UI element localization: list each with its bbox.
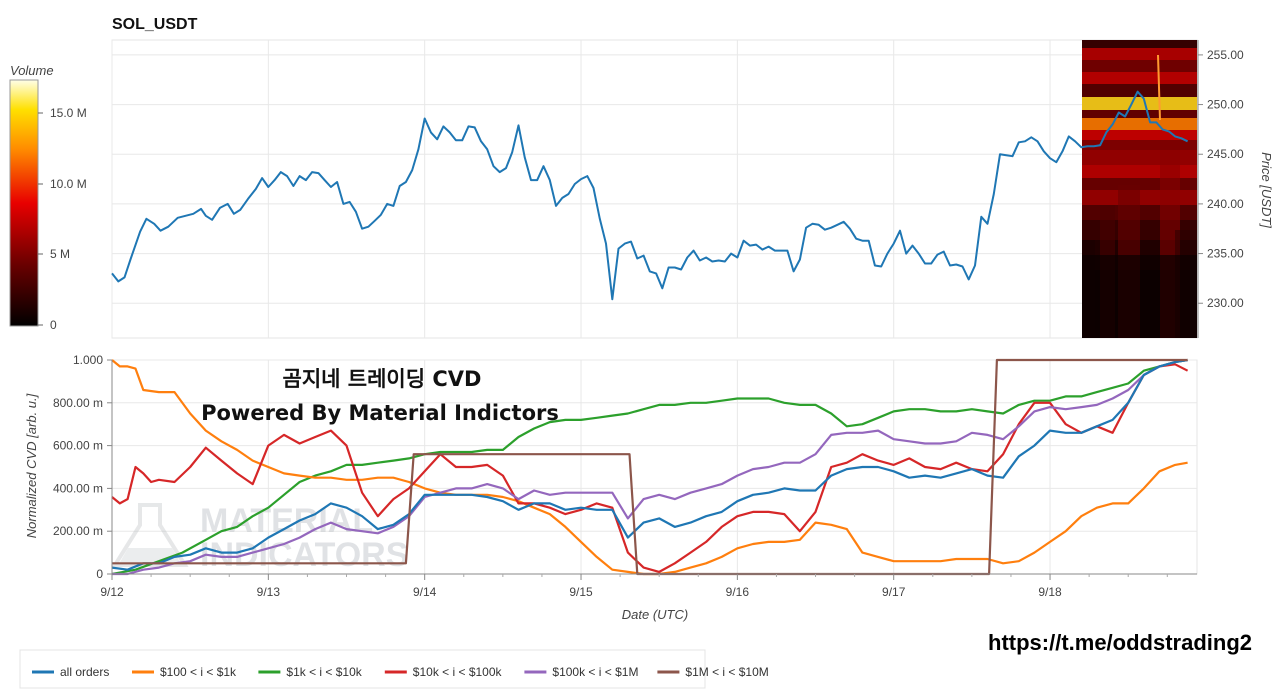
legend-item[interactable]: $10k < i < $100k — [384, 665, 503, 679]
cvd-series-1k-i-10k — [111, 358, 1188, 576]
price-tick-label: 235.00 — [1207, 247, 1244, 261]
cvd-plot-area — [111, 359, 1198, 575]
price-grid — [111, 39, 1198, 339]
legend-label: $1M < i < $10M — [685, 665, 768, 679]
cvd-tick-label: 200.00 m — [53, 524, 103, 538]
colorbar — [9, 79, 39, 327]
heatmap-band — [1082, 72, 1197, 84]
heatmap-band — [1082, 130, 1197, 140]
cvd-series-all-orders — [111, 358, 1188, 571]
legend: all orders $100 < i < $1k $1k < i < $10k $1… — [32, 665, 769, 679]
cvd-tick-label: 1.000 — [73, 353, 103, 367]
cvd-x-tick-label: 9/14 — [413, 585, 437, 599]
legend-label: $100 < i < $1k — [160, 665, 237, 679]
colorbar-tick-label: 15.0 M — [50, 106, 87, 120]
heatmap-streak — [1157, 54, 1161, 121]
legend-item[interactable]: $100 < i < $1k — [132, 665, 237, 679]
watermark-line2: INDICATORS — [200, 536, 408, 574]
heatmap-band — [1082, 60, 1197, 72]
heatmap-band — [1082, 110, 1197, 118]
legend-item[interactable]: all orders — [32, 665, 109, 679]
colorbar-tick-label: 5 M — [50, 247, 70, 261]
cvd-tick-label: 0 — [96, 567, 103, 581]
cvd-series-1m-i-10m — [112, 358, 1188, 576]
cvd-tick-label: 800.00 m — [53, 396, 103, 410]
telegram-link[interactable]: https://t.me/oddstrading2 — [988, 630, 1252, 655]
colorbar-ticks: 0 5 M 10.0 M 15.0 M — [38, 106, 87, 332]
price-tick-label: 230.00 — [1207, 296, 1244, 310]
watermark: MATERIAL INDICATORS — [111, 502, 408, 574]
price-tick-label: 240.00 — [1207, 197, 1244, 211]
heatmap-band — [1082, 40, 1197, 48]
heatmap-band — [1082, 84, 1197, 97]
overlay-title: 곰지네 트레이딩 CVD — [283, 367, 482, 391]
price-tick-label: 245.00 — [1207, 147, 1244, 161]
price-y-ticks: 230.00 235.00 240.00 245.00 250.00 255.00 — [1197, 40, 1244, 338]
price-line — [111, 90, 1189, 301]
cvd-x-axis-label: Date (UTC) — [622, 607, 688, 622]
legend-label: $10k < i < $100k — [413, 665, 503, 679]
cvd-x-tick-label: 9/12 — [100, 585, 124, 599]
overlay-subtitle: Powered By Material Indictors — [201, 401, 559, 425]
cvd-x-ticks: 9/12 9/13 9/14 9/15 9/16 9/17 9/18 — [100, 573, 1197, 599]
heatmap-band — [1082, 118, 1197, 130]
colorbar-tick-label: 0 — [50, 318, 57, 332]
colorbar-label: Volume — [10, 63, 54, 78]
cvd-x-tick-label: 9/16 — [726, 585, 750, 599]
legend-box — [19, 649, 706, 689]
cvd-y-axis-label: Normalized CVD [arb. u.] — [24, 393, 39, 538]
legend-item[interactable]: $1M < i < $10M — [657, 665, 769, 679]
price-tick-label: 255.00 — [1207, 48, 1244, 62]
price-plot-area — [111, 39, 1198, 339]
price-chart-title: SOL_USDT — [112, 16, 198, 33]
heatmap-dark — [1082, 255, 1197, 338]
heatmap-band — [1082, 48, 1197, 60]
cvd-tick-label: 400.00 m — [53, 481, 103, 495]
watermark-line1: MATERIAL — [200, 502, 373, 540]
heatmap-band — [1082, 97, 1197, 110]
cvd-tick-label: 600.00 m — [53, 439, 103, 453]
legend-item[interactable]: $1k < i < $10k — [258, 665, 363, 679]
legend-label: $100k < i < $1M — [552, 665, 638, 679]
cvd-x-tick-label: 9/18 — [1038, 585, 1062, 599]
colorbar-tick-label: 10.0 M — [50, 177, 87, 191]
cvd-x-tick-label: 9/13 — [257, 585, 281, 599]
legend-item[interactable]: $100k < i < $1M — [524, 665, 638, 679]
cvd-series-10k-i-100k — [111, 363, 1189, 574]
legend-label: all orders — [60, 665, 109, 679]
cvd-x-tick-label: 9/17 — [882, 585, 906, 599]
price-series-line — [111, 90, 1189, 301]
price-tick-label: 250.00 — [1207, 98, 1244, 112]
orderbook-heatmap — [1082, 40, 1197, 338]
price-y-axis-label: Price [USDT] — [1259, 152, 1274, 228]
cvd-grid — [111, 359, 1198, 575]
cvd-lines — [111, 358, 1189, 576]
cvd-y-ticks: 0 200.00 m 400.00 m 600.00 m 800.00 m 1.000 — [53, 353, 113, 581]
heatmap-band — [1082, 140, 1197, 150]
cvd-x-tick-label: 9/15 — [569, 585, 593, 599]
legend-label: $1k < i < $10k — [286, 665, 362, 679]
cvd-series-100-i-1k — [111, 359, 1188, 576]
cvd-series-100k-i-1m — [112, 358, 1188, 576]
